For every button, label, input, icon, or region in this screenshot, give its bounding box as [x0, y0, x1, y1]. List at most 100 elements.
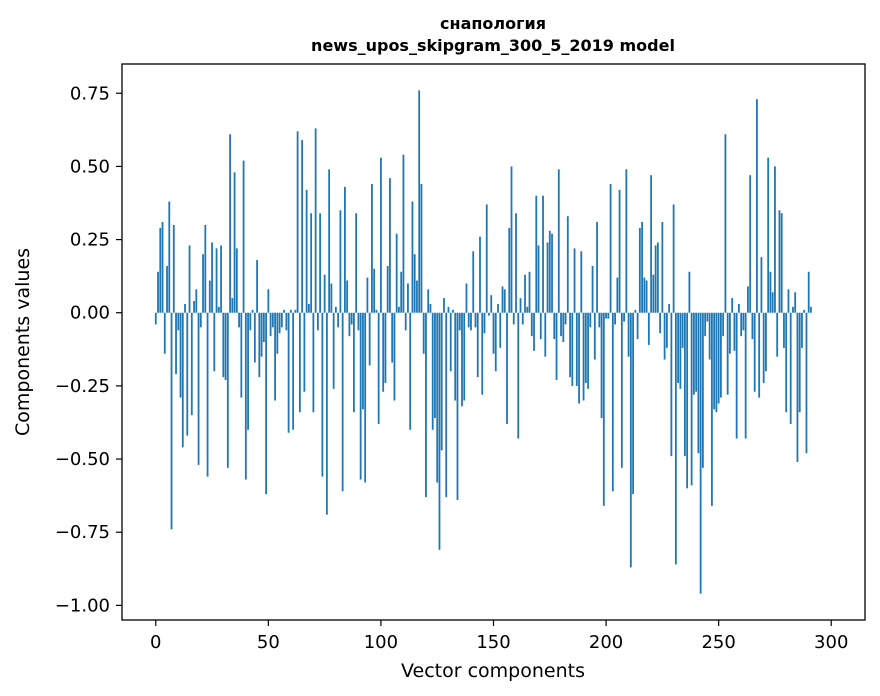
bar [305, 189, 308, 313]
bar [677, 312, 680, 383]
bar [197, 312, 200, 465]
bar [756, 99, 758, 313]
x-tick-label: 50 [257, 632, 280, 653]
bar [359, 312, 362, 480]
bar [497, 303, 499, 313]
bar [492, 312, 495, 354]
bar [611, 312, 614, 492]
bar [668, 303, 671, 313]
bar [794, 292, 797, 313]
bar [400, 271, 403, 313]
bar [699, 312, 702, 594]
bar [566, 216, 569, 313]
bar [233, 172, 236, 313]
bar [380, 157, 382, 313]
bar-series [154, 90, 812, 594]
bar [188, 245, 191, 313]
bar [722, 312, 725, 337]
bar [488, 312, 490, 316]
bar [557, 169, 560, 313]
bar [456, 312, 459, 501]
bar [377, 312, 380, 424]
bar [238, 312, 240, 328]
bar [776, 312, 779, 357]
x-tick-label: 0 [150, 632, 161, 653]
bar [539, 312, 542, 340]
bar [330, 283, 333, 313]
bar [310, 213, 313, 313]
bar [701, 312, 704, 468]
bar [398, 306, 400, 313]
bar [443, 298, 445, 313]
bar [283, 309, 286, 313]
bar [402, 154, 405, 313]
bar [222, 312, 225, 378]
bar [526, 306, 529, 313]
y-axis-ticks: −1.00 −0.75 −0.50 −0.25 0.00 0.25 0.50 0.75 [55, 83, 122, 616]
bar [758, 312, 761, 398]
bar [479, 236, 481, 313]
y-tick-label: −0.50 [55, 449, 110, 470]
bar [512, 312, 515, 325]
bar [186, 312, 189, 436]
bar [771, 292, 774, 313]
bar [298, 312, 301, 413]
bar [807, 271, 810, 313]
bar [485, 204, 488, 313]
bar [452, 309, 454, 313]
bar [620, 312, 623, 468]
bar [427, 289, 430, 313]
bar [226, 312, 229, 468]
bar [724, 134, 727, 313]
bar [560, 312, 562, 337]
bar [334, 306, 337, 313]
bar [395, 233, 398, 313]
bar [634, 309, 637, 313]
bar [202, 254, 204, 313]
bar [706, 312, 709, 322]
bar [425, 312, 427, 498]
bar [211, 242, 213, 313]
bar [267, 289, 270, 313]
bar [229, 134, 231, 313]
bar [166, 265, 168, 313]
bar [591, 265, 594, 313]
bar [643, 277, 646, 313]
bar [416, 280, 418, 313]
bar [580, 251, 583, 313]
bar [280, 312, 283, 328]
bar [382, 312, 385, 392]
bar [623, 312, 625, 322]
bar [193, 301, 195, 313]
bar [371, 183, 373, 313]
bar [688, 271, 691, 313]
bar [269, 312, 272, 337]
bar [181, 312, 184, 448]
bar [163, 312, 166, 354]
bar [760, 257, 763, 313]
bar [530, 312, 533, 337]
bar [332, 312, 335, 389]
bar [805, 312, 808, 454]
bar [787, 289, 790, 313]
bar [767, 157, 770, 313]
bar [510, 166, 513, 313]
bar [494, 312, 497, 372]
chart-title: снапология [440, 14, 546, 33]
bar [249, 312, 252, 331]
bar [704, 312, 707, 337]
bar [154, 312, 157, 325]
bar [470, 312, 472, 331]
bar [535, 195, 538, 313]
plot-frame [121, 63, 866, 621]
bar [632, 312, 634, 495]
bar [618, 189, 621, 313]
bar [344, 186, 346, 313]
bar [436, 312, 439, 483]
bar [323, 274, 326, 313]
bar [686, 312, 689, 489]
bar [220, 245, 222, 313]
bar [256, 260, 258, 313]
bar [303, 312, 306, 392]
bar [341, 312, 344, 492]
